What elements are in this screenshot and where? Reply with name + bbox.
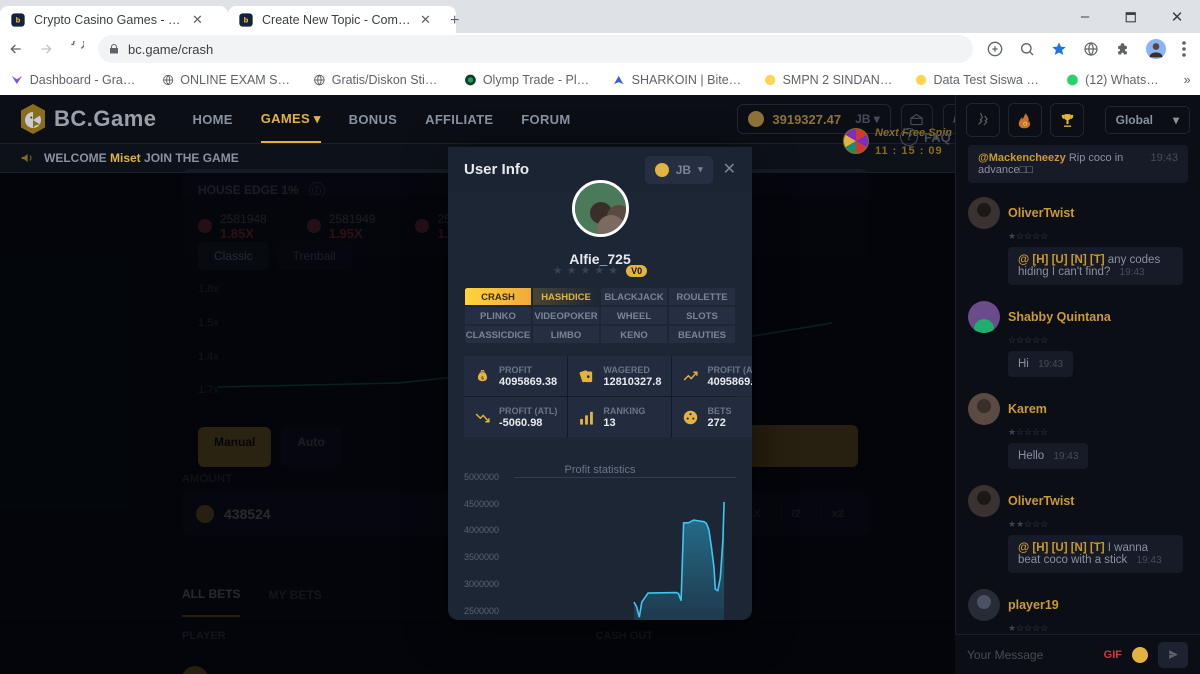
svg-text:b: b (16, 15, 21, 24)
svg-text:b: b (244, 15, 249, 24)
svg-text:B: B (1024, 122, 1026, 126)
